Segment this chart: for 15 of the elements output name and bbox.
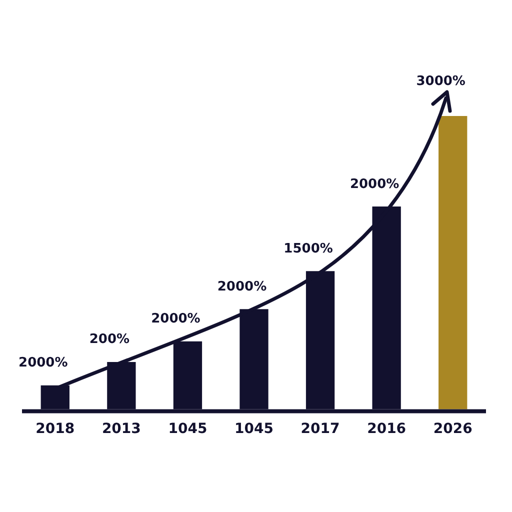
x-tick-label: 2018 — [36, 421, 75, 438]
annotation: 2000% — [151, 312, 200, 327]
x-tick-label: 1045 — [234, 421, 274, 438]
annotation: 2000% — [217, 279, 267, 294]
x-tick-label: 1045 — [168, 421, 208, 438]
x-tick-label: 2017 — [300, 421, 340, 438]
x-tick-label: 2026 — [433, 421, 472, 438]
annotation: 2000% — [18, 356, 68, 371]
annotation: 200% — [89, 332, 130, 348]
text: 3000% — [416, 74, 466, 89]
x-tick-label: 2013 — [102, 421, 141, 438]
bar — [438, 116, 468, 410]
x-tick-label: 2016 — [367, 421, 406, 438]
annotation: 1500% — [284, 241, 333, 256]
annotation: 2000% — [350, 176, 400, 192]
